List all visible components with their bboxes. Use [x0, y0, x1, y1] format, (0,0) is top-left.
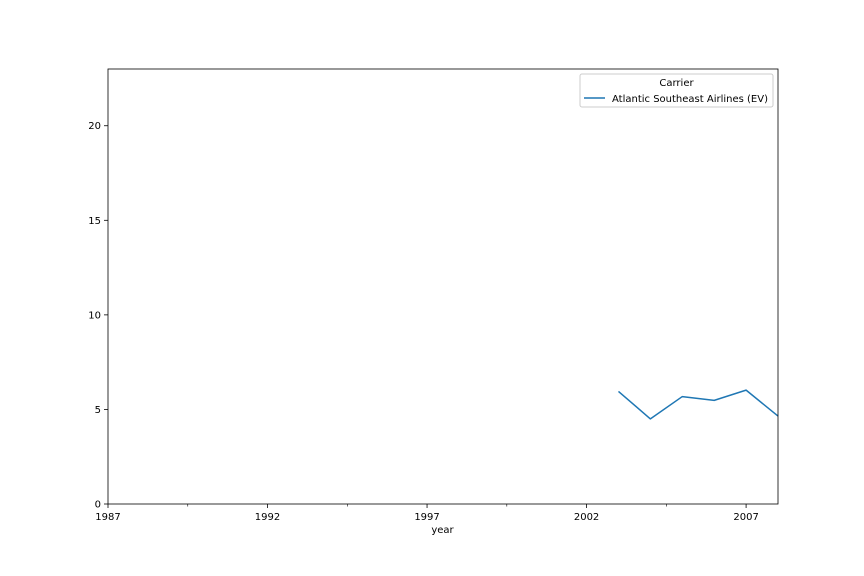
y-tick-label: 15	[88, 216, 101, 227]
y-tick-label: 20	[88, 121, 101, 132]
y-tick-label: 0	[95, 500, 101, 511]
x-tick-label: 1997	[414, 512, 439, 523]
legend: Carrier Atlantic Southeast Airlines (EV)	[579, 73, 774, 108]
x-tick-label: 1987	[95, 512, 120, 523]
x-tick-label: 2007	[733, 512, 758, 523]
legend-title: Carrier	[659, 78, 694, 89]
x-tick-label: 1992	[255, 512, 280, 523]
x-tick-label: 2002	[574, 512, 599, 523]
axes-frame	[107, 68, 779, 505]
legend-entry-label: Atlantic Southeast Airlines (EV)	[612, 94, 768, 105]
y-axis: 0 5 10 15 20	[88, 121, 108, 511]
legend-box	[579, 73, 774, 108]
y-tick-label: 5	[95, 405, 101, 416]
x-axis: 1987 1992 1997 2002 2007	[95, 504, 759, 523]
series-line-0	[617, 389, 779, 420]
plot-area	[107, 68, 779, 505]
y-tick-label: 10	[88, 310, 101, 321]
x-axis-label: year	[431, 525, 454, 536]
